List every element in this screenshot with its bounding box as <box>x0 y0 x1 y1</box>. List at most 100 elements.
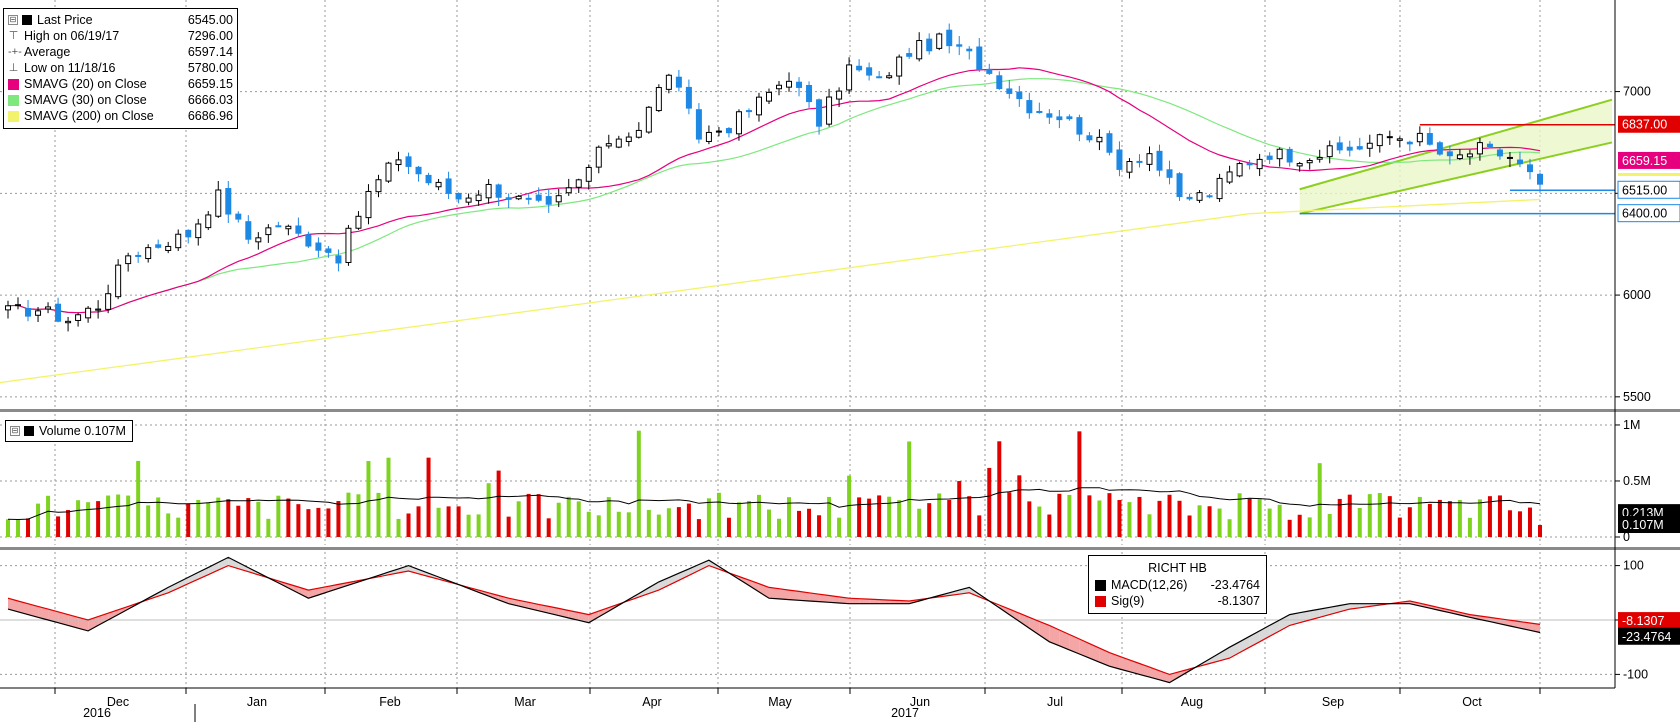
macd-fill-segment <box>789 590 800 601</box>
volume-bar <box>496 470 501 537</box>
candle-body <box>1246 162 1253 166</box>
candle-body <box>1296 163 1303 167</box>
macd-fill-segment <box>879 599 890 604</box>
candle-body <box>425 174 432 184</box>
candle-body <box>365 190 372 219</box>
month-label: Sep <box>1322 695 1344 709</box>
candle-body <box>435 181 442 188</box>
volume-bar <box>86 502 91 537</box>
volume-bar <box>1327 513 1332 537</box>
resistance-axis-tag: 6837.00 <box>1622 118 1667 132</box>
candle-body <box>765 91 772 102</box>
volume-bar <box>1247 498 1252 537</box>
volume-tick-label: 0.5M <box>1623 474 1651 488</box>
month-label: Jun <box>910 695 930 709</box>
collapse-icon[interactable]: ⊟ <box>8 15 18 25</box>
volume-bar <box>1007 492 1012 537</box>
candle-body <box>395 159 402 166</box>
macd-fill-segment <box>1019 613 1030 629</box>
legend-label: SMAVG (30) on Close <box>24 93 147 107</box>
volume-bar <box>1147 514 1152 537</box>
candle-body <box>996 75 1003 89</box>
legend-signal: Sig(9) -8.1307 <box>1095 593 1260 609</box>
candle-body <box>1436 142 1443 155</box>
volume-bar <box>246 498 251 537</box>
volume-bar <box>646 509 651 537</box>
candle-body <box>165 245 172 251</box>
volume-bar <box>66 510 71 537</box>
macd-fill-segment <box>28 603 39 618</box>
low-marker-icon: ⊥ <box>8 62 19 74</box>
volume-bar <box>847 475 852 537</box>
volume-bar <box>516 501 521 537</box>
volume-bar <box>817 515 822 537</box>
macd-fill-segment <box>799 591 810 601</box>
candle-body <box>635 129 642 138</box>
candle-body <box>1046 113 1053 118</box>
volume-bar <box>1227 519 1232 537</box>
macd-tick-label: 100 <box>1623 559 1644 573</box>
candle-body <box>776 84 783 90</box>
volume-bar <box>1107 493 1112 537</box>
volume-bar <box>1167 494 1172 537</box>
legend-label: Sig(9) <box>1111 594 1145 608</box>
sma20-axis-tag-bg <box>1618 151 1680 169</box>
candle-body <box>1466 153 1473 158</box>
macd-fill-segment <box>1419 603 1430 609</box>
volume-bar <box>1397 517 1402 537</box>
volume-bar <box>336 501 341 537</box>
candle-body <box>615 138 622 148</box>
candle-body <box>826 96 833 125</box>
candle-body <box>15 304 22 307</box>
collapse-icon[interactable]: ⊟ <box>10 426 20 436</box>
volume-bar <box>937 493 942 537</box>
volume-bar <box>1127 502 1132 537</box>
volume-bar <box>176 517 181 537</box>
volume-bar <box>1487 496 1492 537</box>
volume-bar <box>967 496 972 537</box>
volume-bar <box>206 502 211 537</box>
macd-fill-segment <box>38 606 49 620</box>
candle-body <box>1486 143 1493 147</box>
axis-labels: 550060006500700000.5M1M-10001006837.0066… <box>83 85 1680 720</box>
candle-body <box>355 215 362 229</box>
month-label: May <box>768 695 792 709</box>
candle-body <box>1236 163 1243 177</box>
candle-body <box>565 187 572 194</box>
macd-fill-segment <box>698 560 709 571</box>
volume-bar <box>376 492 381 537</box>
candle-body <box>195 223 202 239</box>
volume-bar <box>636 430 641 537</box>
resistance-axis-tag-bg <box>1618 115 1680 133</box>
macd-fill-segment <box>1439 607 1450 613</box>
panel-separator <box>0 547 1680 550</box>
candle-body <box>115 264 122 298</box>
support-axis-tag-bg <box>1618 204 1680 222</box>
candle-body <box>1176 173 1183 197</box>
macd-fill-segment <box>1109 652 1120 669</box>
volume-bar <box>36 503 41 537</box>
volume-bar <box>1387 496 1392 537</box>
volume-bar <box>406 513 411 537</box>
volume-bar <box>666 508 671 537</box>
legend-value: 6666.03 <box>187 93 233 107</box>
volume-bar <box>1217 508 1222 537</box>
volume-swatch <box>24 426 34 436</box>
candle-body <box>1136 160 1143 163</box>
volume-bar <box>1157 500 1162 537</box>
candle-body <box>896 56 903 77</box>
volume-bar <box>1117 500 1122 537</box>
legend-label: MACD(12,26) <box>1111 578 1188 592</box>
macd-fill-segment <box>1139 663 1150 678</box>
volume-bar <box>787 497 792 537</box>
candle-body <box>886 75 893 79</box>
volume-bar <box>1337 498 1342 537</box>
candle-body <box>1216 177 1223 200</box>
candle-body <box>125 255 132 265</box>
candle-body <box>135 254 142 257</box>
volume-last-axis-tag: 0.107M <box>1622 518 1664 532</box>
volume-bar <box>1087 495 1092 537</box>
sma30-line <box>7 78 1541 314</box>
candle-body <box>645 106 652 133</box>
volume-bar <box>596 515 601 537</box>
